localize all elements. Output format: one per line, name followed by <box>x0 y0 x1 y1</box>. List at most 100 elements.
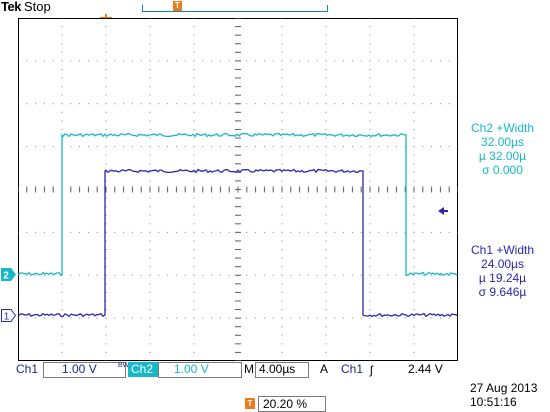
grid-dot <box>378 274 380 276</box>
grid-dot <box>299 274 301 276</box>
grid-dot <box>281 94 283 96</box>
grid-dot <box>61 351 63 353</box>
grid-dot <box>105 120 107 122</box>
grid-dot <box>448 317 450 319</box>
grid-dot <box>211 231 213 233</box>
grid-dot <box>431 274 433 276</box>
waveform-display[interactable] <box>18 18 458 361</box>
grid-dot <box>96 317 98 319</box>
grid-dot <box>325 111 327 113</box>
grid-dot <box>149 137 151 139</box>
grid-dot <box>413 171 415 173</box>
grid-dot <box>105 154 107 156</box>
grid-dot <box>70 274 72 276</box>
grid-dot <box>193 317 195 319</box>
grid-dot <box>193 51 195 53</box>
grid-dot <box>131 60 133 62</box>
grid-dot <box>193 240 195 242</box>
timebase-box[interactable] <box>255 362 309 378</box>
grid-dot <box>70 60 72 62</box>
grid-dot <box>35 103 37 105</box>
grid-dot <box>131 317 133 319</box>
ch1-label[interactable]: Ch1 <box>16 362 39 376</box>
grid-dot <box>79 60 81 62</box>
grid-dot <box>35 146 37 148</box>
grid-dot <box>325 240 327 242</box>
grid-dot <box>316 60 318 62</box>
grid-dot <box>123 231 125 233</box>
grid-dot <box>387 231 389 233</box>
grid-dot <box>413 283 415 285</box>
grid-dot <box>263 231 265 233</box>
grid-dot <box>325 334 327 336</box>
grid-dot <box>448 231 450 233</box>
grid-dot <box>334 317 336 319</box>
grid-dot <box>369 171 371 173</box>
time-display: 10:51:16 <box>470 395 517 409</box>
grid-dot <box>96 146 98 148</box>
grid-dot <box>299 317 301 319</box>
grid-dot <box>369 120 371 122</box>
grid-dot <box>325 94 327 96</box>
grid-dot <box>281 300 283 302</box>
grid-dot <box>439 146 441 148</box>
grid-dot <box>281 137 283 139</box>
grid-dot <box>404 60 406 62</box>
grid-dot <box>413 231 415 233</box>
ch2-label[interactable]: Ch2 <box>131 362 154 376</box>
grid-dot <box>307 231 309 233</box>
grid-dot <box>281 77 283 79</box>
grid-dot <box>211 103 213 105</box>
grid-dot <box>149 111 151 113</box>
grid-dot <box>105 317 107 319</box>
grid-dot <box>193 334 195 336</box>
grid-dot <box>281 180 283 182</box>
grid-dot <box>343 231 345 233</box>
grid-dot <box>193 120 195 122</box>
grid-dot <box>448 103 450 105</box>
grid-dot <box>325 171 327 173</box>
grid-dot <box>175 103 177 105</box>
grid-dot <box>369 351 371 353</box>
grid-dot <box>281 343 283 345</box>
grid-dot <box>193 249 195 251</box>
grid-dot <box>105 266 107 268</box>
grid-dot <box>281 86 283 88</box>
grid-dot <box>325 274 327 276</box>
grid-dot <box>369 197 371 199</box>
ch2-scale-box[interactable] <box>158 362 242 378</box>
grid-dot <box>334 231 336 233</box>
grid-dot <box>387 103 389 105</box>
grid-dot <box>149 43 151 45</box>
grid-dot <box>246 146 248 148</box>
ch1-ground-marker[interactable]: 1 <box>1 309 16 322</box>
grid-dot <box>43 317 45 319</box>
grid-dot <box>413 103 415 105</box>
ch2-ground-marker[interactable]: 2 <box>1 268 16 281</box>
grid-dot <box>105 240 107 242</box>
grid-dot <box>369 360 371 361</box>
grid-dot <box>439 317 441 319</box>
grid-dot <box>290 60 292 62</box>
grid-dot <box>105 300 107 302</box>
ch1-scale-box[interactable] <box>43 362 126 378</box>
grid-dot <box>263 146 265 148</box>
grid-dot <box>105 60 107 62</box>
grid-dot <box>404 103 406 105</box>
grid-dot <box>369 249 371 251</box>
trigger-source[interactable]: Ch1 <box>341 362 364 376</box>
grid-dot <box>246 231 248 233</box>
grid-dot <box>281 43 283 45</box>
grid-dot <box>193 206 195 208</box>
grid-dot <box>457 274 458 276</box>
grid-dot <box>193 171 195 173</box>
grid-dot <box>255 103 257 105</box>
record-position-bar[interactable] <box>142 5 328 12</box>
grid-dot <box>369 317 371 319</box>
grid-dot <box>193 154 195 156</box>
trigger-level-arrow-icon[interactable] <box>438 206 448 216</box>
grid-dot <box>149 326 151 328</box>
grid-dot <box>369 206 371 208</box>
grid-dot <box>114 274 116 276</box>
grid-dot <box>131 146 133 148</box>
